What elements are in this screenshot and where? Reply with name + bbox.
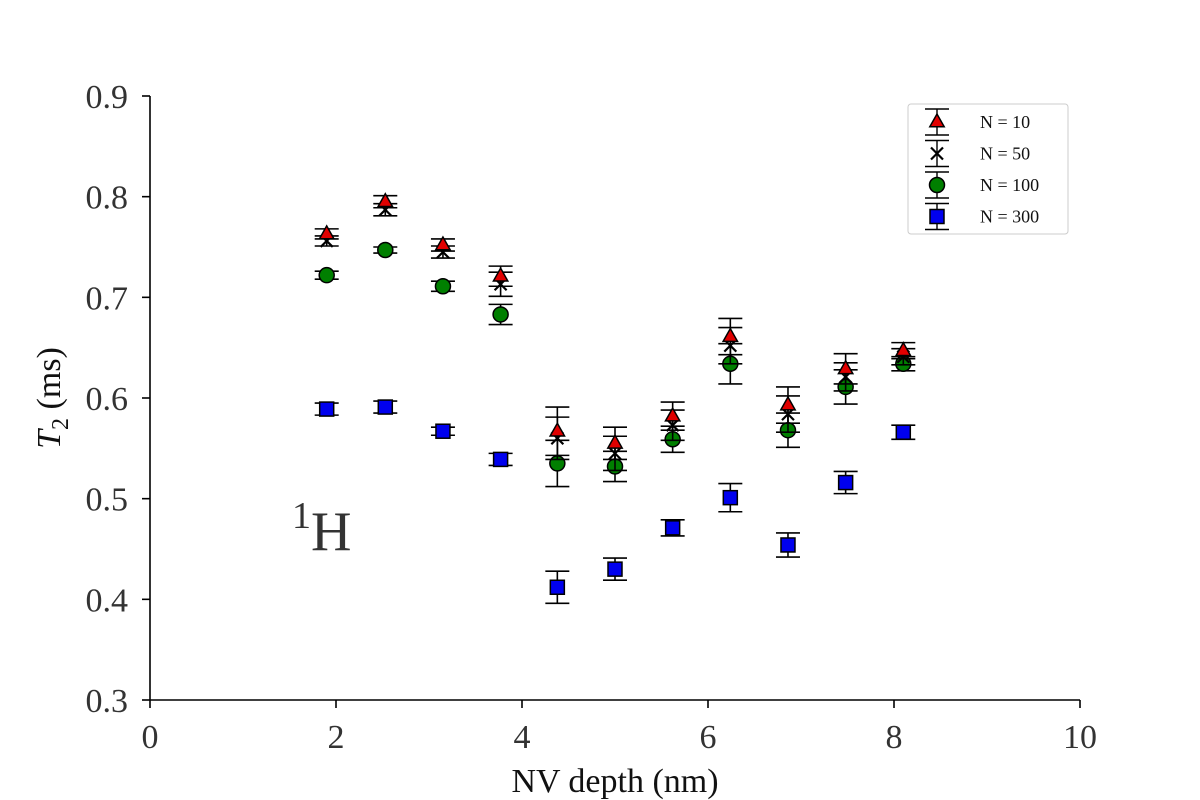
- legend-label: N = 300: [980, 207, 1039, 227]
- y-tick-label: 0.5: [86, 482, 129, 519]
- y-tick-label: 0.9: [86, 79, 129, 116]
- square-marker: [377, 399, 394, 415]
- data-point: [660, 519, 685, 537]
- y-axis-title-sub: 2: [48, 418, 74, 430]
- nucleus-annotation: 1H: [292, 495, 351, 563]
- series-square: [314, 399, 916, 605]
- triangle-marker: [664, 406, 682, 422]
- y-tick-label: 0.6: [86, 381, 129, 418]
- triangle-marker: [928, 112, 946, 128]
- data-point: [603, 426, 627, 461]
- x-tick-label: 4: [514, 719, 531, 756]
- triangle-marker: [837, 359, 855, 375]
- circle-marker: [377, 241, 394, 259]
- y-axis-title: T2 (ms): [31, 347, 74, 449]
- x-marker-stroke: [930, 146, 944, 161]
- data-point: [545, 570, 570, 605]
- data-point: [314, 224, 339, 240]
- data-point: [833, 470, 858, 495]
- triangle-marker: [318, 224, 336, 240]
- x-tick-label: 10: [1063, 719, 1097, 756]
- y-tick-label: 0.7: [86, 280, 129, 317]
- square-marker: [664, 520, 681, 536]
- legend: N = 10 N = 50 N = 100 N = 300: [907, 103, 1069, 235]
- nucleus-annotation-sup: 1: [292, 495, 311, 537]
- data-point: [891, 424, 916, 441]
- data-point: [314, 401, 339, 417]
- x-tick-label: 8: [886, 719, 903, 756]
- triangle-marker: [894, 341, 912, 357]
- y-axis-title-unit: (ms): [31, 347, 68, 418]
- data-point: [891, 341, 916, 360]
- data-point: [775, 386, 800, 424]
- series-triangle: [314, 192, 916, 461]
- y-ticks: 0.3 0.4 0.5 0.6 0.7 0.8 0.9: [86, 79, 150, 720]
- legend-label: N = 50: [980, 144, 1030, 164]
- data-point: [488, 303, 513, 326]
- x-marker: [930, 146, 944, 161]
- nucleus-annotation-text: H: [311, 501, 351, 563]
- legend-label: N = 10: [980, 112, 1030, 132]
- data-point: [373, 241, 398, 259]
- circle-marker: [434, 278, 452, 295]
- square-marker: [318, 401, 335, 417]
- square-marker: [722, 489, 739, 506]
- square-marker: [837, 474, 854, 491]
- plot-area: [314, 192, 916, 605]
- legend-item: N = 10: [925, 108, 1030, 136]
- data-point: [488, 451, 513, 468]
- x-axis-title: NV depth (nm): [511, 763, 718, 800]
- y-tick-label: 0.8: [86, 180, 129, 217]
- data-point: [775, 532, 800, 558]
- triangle-marker: [548, 421, 566, 437]
- square-marker: [607, 561, 623, 577]
- triangle-marker: [606, 433, 624, 449]
- legend-item: N = 300: [925, 202, 1039, 231]
- legend-frame: [907, 103, 1069, 235]
- data-point: [545, 406, 570, 457]
- data-point: [430, 235, 455, 252]
- data-point: [430, 278, 455, 295]
- square-marker: [895, 424, 912, 440]
- triangle-marker: [492, 266, 510, 282]
- data-point: [660, 401, 685, 432]
- data-point: [373, 192, 398, 209]
- data-point: [430, 423, 455, 439]
- square-marker: [435, 423, 451, 439]
- x-tick-label: 6: [700, 719, 717, 756]
- data-point: [718, 317, 743, 356]
- triangle-marker: [434, 235, 452, 251]
- square-marker: [549, 579, 566, 596]
- circle-marker: [492, 306, 509, 323]
- data-point: [314, 266, 339, 284]
- data-point: [488, 265, 513, 288]
- triangle-marker: [779, 395, 797, 411]
- x-tick-label: 0: [142, 719, 159, 756]
- legend-items: N = 10 N = 50 N = 100 N = 300: [925, 108, 1039, 231]
- y-axis-title-main: T: [31, 428, 68, 449]
- square-marker: [780, 537, 796, 553]
- legend-item: N = 100: [925, 171, 1039, 199]
- data-point: [373, 399, 398, 415]
- x-ticks: 0 2 4 6 8 10: [142, 700, 1097, 756]
- y-tick-label: 0.3: [86, 683, 129, 720]
- data-point: [718, 482, 743, 513]
- y-tick-label: 0.4: [86, 582, 129, 619]
- data-point: [833, 352, 858, 385]
- x-tick-label: 2: [328, 719, 345, 756]
- axes: 0 2 4 6 8 10 0.3 0.4 0.5 0.6 0.7 0.8 0.9: [86, 79, 1098, 756]
- triangle-marker: [721, 327, 739, 343]
- circle-marker: [928, 176, 946, 194]
- circle-marker: [318, 266, 335, 284]
- data-point: [603, 557, 627, 582]
- square-marker: [929, 208, 945, 225]
- legend-item: N = 50: [925, 139, 1030, 168]
- triangle-marker: [376, 192, 394, 208]
- legend-label: N = 100: [980, 175, 1039, 195]
- square-marker: [492, 451, 509, 468]
